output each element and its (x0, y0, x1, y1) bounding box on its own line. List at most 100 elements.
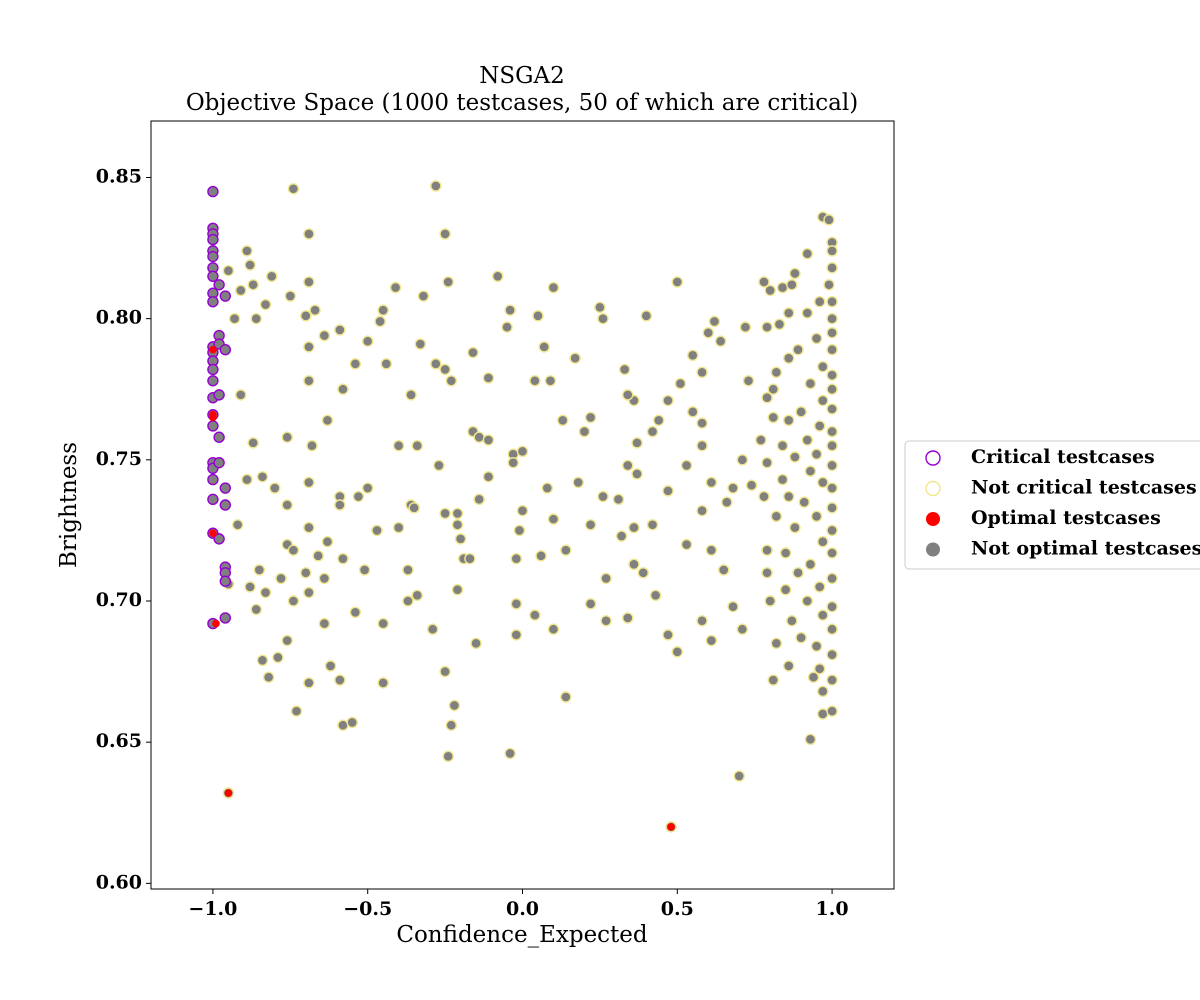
scatter-point (801, 595, 814, 607)
scatter-point (801, 434, 814, 446)
scatter-point (349, 358, 362, 370)
scatter-point (442, 750, 454, 762)
legend-marker (925, 450, 941, 466)
scatter-point (783, 414, 795, 426)
scatter-point (470, 637, 482, 650)
scatter-point (535, 550, 547, 562)
x-tick-label: 0.0 (506, 898, 539, 920)
legend-marker (926, 542, 940, 557)
scatter-point (786, 279, 798, 291)
scatter-point (207, 375, 219, 387)
scatter-point (334, 499, 346, 511)
scatter-point (761, 321, 773, 333)
scatter-point (826, 572, 838, 585)
scatter-point (303, 276, 315, 288)
scatter-point (705, 544, 718, 556)
scatter-point (764, 595, 776, 607)
x-tick-label: −1.0 (188, 898, 237, 920)
scatter-point (817, 609, 829, 621)
scatter-point (718, 564, 730, 576)
scatter-point (653, 414, 665, 426)
scatter-point (209, 529, 217, 538)
scatter-point (637, 567, 649, 579)
scatter-point (454, 533, 467, 545)
chart-title: NSGA2 (479, 63, 565, 89)
scatter-point (287, 544, 300, 556)
scatter-point (826, 312, 838, 325)
scatter-point (321, 414, 334, 426)
scatter-point (779, 584, 792, 596)
scatter-point (300, 567, 312, 579)
scatter-point (287, 183, 300, 195)
scatter-point (405, 389, 417, 401)
legend-label: Not optimal testcases (971, 538, 1200, 560)
scatter-point (324, 660, 337, 672)
legend-label: Optimal testcases (971, 507, 1161, 529)
scatter-point (414, 338, 427, 350)
scatter-point (823, 214, 835, 226)
scatter-point (557, 414, 569, 426)
scatter-point (826, 245, 838, 257)
scatter-point (770, 366, 783, 378)
scatter-point (207, 233, 219, 246)
scatter-point (814, 581, 826, 593)
x-tick-label: 1.0 (816, 898, 849, 920)
scatter-point (696, 504, 708, 517)
scatter-point (439, 665, 451, 678)
scatter-point (783, 307, 795, 319)
scatter-point (219, 344, 232, 356)
scatter-point (212, 619, 220, 628)
scatter-point (219, 290, 232, 302)
scatter-point (612, 493, 625, 506)
scatter-point (275, 572, 287, 585)
scatter-point (290, 705, 303, 717)
scatter-point (572, 476, 584, 489)
scatter-point (826, 705, 838, 717)
scatter-point (584, 598, 597, 610)
scatter-point (826, 600, 838, 613)
scatter-point (439, 228, 451, 240)
legend: Critical testcases Not critical testcases… (904, 440, 1200, 570)
scatter-point (801, 248, 814, 260)
scatter-point (207, 363, 219, 376)
scatter-point (389, 281, 402, 294)
scatter-point (346, 716, 358, 729)
scatter-point (826, 547, 838, 559)
scatter-point (303, 586, 315, 599)
chart-subtitle: Objective Space (1000 testcases, 50 of w… (186, 90, 858, 116)
scatter-point (303, 476, 315, 489)
scatter-point (789, 521, 801, 534)
scatter-point (231, 519, 244, 531)
scatter-point (671, 276, 683, 288)
scatter-point (439, 363, 451, 376)
scatter-point (337, 383, 349, 395)
scatter-point (714, 335, 727, 347)
scatter-point (547, 513, 560, 525)
scatter-point (377, 304, 389, 316)
scatter-point (213, 279, 225, 291)
scatter-point (662, 485, 674, 497)
scatter-point (207, 270, 219, 282)
y-tick-label: 0.60 (96, 871, 142, 893)
scatter-point (312, 550, 324, 562)
scatter-point (736, 454, 749, 466)
scatter-point (501, 321, 513, 333)
scatter-point (755, 434, 767, 446)
scatter-point (207, 473, 219, 486)
scatter-point (631, 437, 643, 449)
scatter-point (408, 502, 420, 514)
scatter-point (392, 440, 405, 452)
scatter-point (256, 471, 269, 483)
scatter-point (696, 615, 708, 627)
scatter-point (826, 648, 838, 661)
scatter-point (826, 403, 838, 415)
scatter-point (318, 617, 331, 630)
x-tick-label: 0.5 (661, 898, 694, 920)
scatter-point (247, 279, 259, 291)
scatter-point (826, 482, 838, 494)
scatter-point (696, 417, 708, 429)
scatter-point (284, 290, 297, 302)
scatter-point (402, 564, 414, 576)
scatter-point (786, 615, 798, 627)
scatter-point (826, 459, 838, 472)
